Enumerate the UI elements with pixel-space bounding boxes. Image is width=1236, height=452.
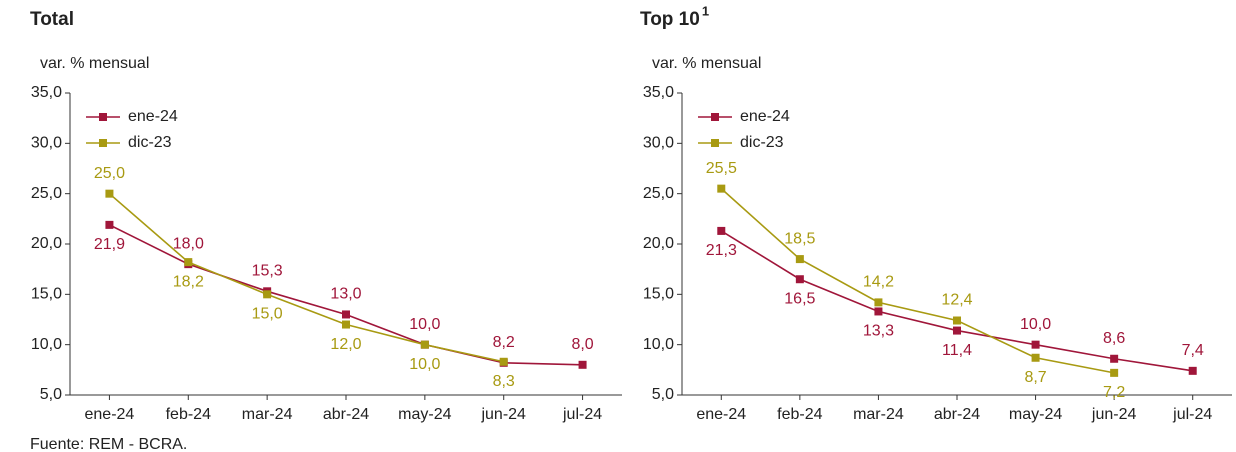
point-marker <box>1188 366 1197 375</box>
legend-marker <box>711 139 719 147</box>
point-marker <box>717 184 726 193</box>
title-superscript: 1 <box>702 3 709 18</box>
data-label: 12,0 <box>330 336 361 353</box>
point-marker <box>1031 340 1040 349</box>
data-label: 21,3 <box>706 242 737 259</box>
point-marker <box>342 320 350 329</box>
point-marker <box>1110 368 1119 377</box>
data-label: 8,0 <box>571 336 593 353</box>
x-tick-label: ene-24 <box>85 406 135 423</box>
y-tick-label: 10,0 <box>643 336 674 353</box>
data-label: 15,3 <box>252 263 283 280</box>
x-tick-label: may-24 <box>1009 406 1062 423</box>
data-label: 18,0 <box>173 235 204 252</box>
legend-label: dic-23 <box>128 134 172 151</box>
point-marker <box>795 255 804 264</box>
y-tick-label: 15,0 <box>31 286 62 303</box>
y-tick-label: 25,0 <box>643 185 674 202</box>
data-label: 13,0 <box>330 286 361 303</box>
y-tick-label: 5,0 <box>40 386 62 403</box>
x-tick-label: jul-24 <box>562 406 602 423</box>
point-marker <box>874 307 883 316</box>
x-tick-label: abr-24 <box>323 406 369 423</box>
x-tick-label: may-24 <box>398 406 451 423</box>
point-marker <box>1031 353 1040 362</box>
y-tick-label: 30,0 <box>643 135 674 152</box>
point-marker <box>953 326 961 335</box>
y-tick-label: 20,0 <box>643 235 674 252</box>
x-tick-label: ene-24 <box>696 406 746 423</box>
data-label: 8,7 <box>1024 369 1046 386</box>
data-label: 18,5 <box>784 230 815 247</box>
point-marker <box>578 360 587 369</box>
point-marker <box>953 316 961 325</box>
source-note: Fuente: REM - BCRA. <box>30 436 187 452</box>
x-tick-label: jul-24 <box>1172 406 1212 423</box>
y-axis-label: var. % mensual <box>652 55 761 72</box>
y-tick-label: 20,0 <box>31 235 62 252</box>
point-marker <box>795 275 804 284</box>
legend-marker <box>99 113 107 121</box>
data-label: 10,0 <box>409 356 440 373</box>
data-label: 11,4 <box>942 342 972 359</box>
data-label: 10,0 <box>409 316 440 333</box>
point-marker <box>105 189 114 198</box>
point-marker <box>420 340 429 349</box>
data-label: 13,3 <box>863 323 894 340</box>
data-label: 8,2 <box>493 334 515 351</box>
point-marker <box>499 357 508 366</box>
series-line <box>720 188 1115 374</box>
point-marker <box>263 290 272 299</box>
x-tick-label: feb-24 <box>777 406 822 423</box>
data-label: 15,0 <box>252 306 283 323</box>
legend-label: ene-24 <box>128 108 178 125</box>
data-label: 16,5 <box>784 290 815 307</box>
chart-title: Top 10 <box>640 9 700 30</box>
data-label: 14,2 <box>863 274 894 291</box>
legend-marker <box>99 139 107 147</box>
x-tick-label: abr-24 <box>934 406 980 423</box>
point-marker <box>105 220 114 229</box>
series-line <box>108 193 504 363</box>
data-label: 10,0 <box>1020 316 1051 333</box>
x-tick-label: jun-24 <box>480 406 526 423</box>
legend-label: ene-24 <box>740 108 790 125</box>
y-tick-label: 35,0 <box>643 84 674 101</box>
legend-label: dic-23 <box>740 134 784 151</box>
point-marker <box>1110 354 1119 363</box>
legend-marker <box>711 113 719 121</box>
y-tick-label: 15,0 <box>643 286 674 303</box>
y-axis-label: var. % mensual <box>40 55 149 72</box>
data-label: 21,9 <box>94 236 125 253</box>
point-marker <box>342 310 350 319</box>
data-label: 8,6 <box>1103 330 1125 347</box>
y-tick-label: 35,0 <box>31 84 62 101</box>
x-tick-label: mar-24 <box>853 406 904 423</box>
data-label: 7,2 <box>1103 384 1125 401</box>
data-label: 18,2 <box>173 273 204 290</box>
point-marker <box>184 258 193 267</box>
y-tick-label: 25,0 <box>31 185 62 202</box>
data-label: 7,4 <box>1182 342 1204 359</box>
x-tick-label: jun-24 <box>1091 406 1137 423</box>
y-tick-label: 30,0 <box>31 135 62 152</box>
y-tick-label: 10,0 <box>31 336 62 353</box>
data-label: 25,0 <box>94 165 125 182</box>
data-label: 25,5 <box>706 160 737 177</box>
chart-title: Total <box>30 9 74 30</box>
point-marker <box>874 298 883 307</box>
x-tick-label: mar-24 <box>242 406 293 423</box>
y-tick-label: 5,0 <box>652 386 674 403</box>
point-marker <box>717 226 726 235</box>
data-label: 8,3 <box>493 373 515 390</box>
x-tick-label: feb-24 <box>166 406 211 423</box>
data-label: 12,4 <box>941 292 972 309</box>
